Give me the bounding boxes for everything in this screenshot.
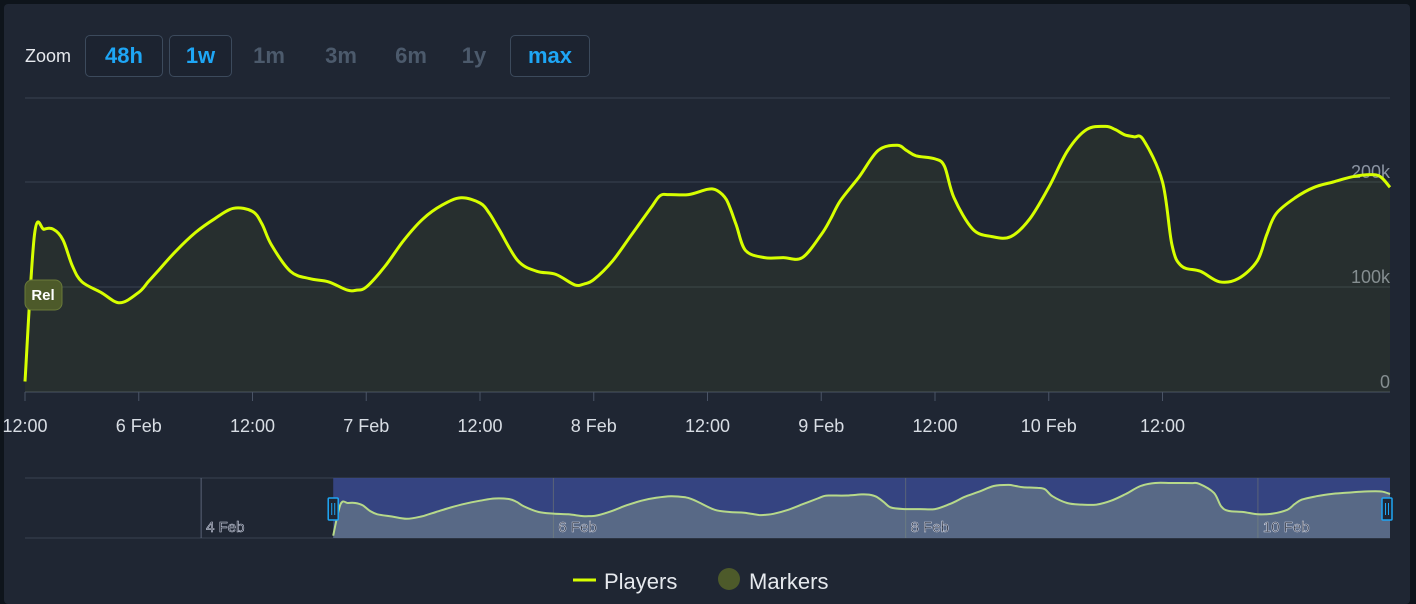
navigator-label: 10 Feb <box>1263 519 1310 536</box>
zoom-1m-button[interactable]: 1m <box>253 43 285 68</box>
marker-badge <box>24 279 63 311</box>
navigator-label: 6 Feb <box>558 519 596 536</box>
x-tick-label: 12:00 <box>230 416 275 436</box>
legend-item-markers[interactable]: Markers <box>718 568 828 594</box>
x-tick-label: 6 Feb <box>116 416 162 436</box>
navigator-selection <box>333 478 1390 538</box>
zoom-label: Zoom <box>25 46 72 66</box>
handle-box <box>327 497 339 521</box>
x-tick-label: 7 Feb <box>343 416 389 436</box>
zoom-48h-button[interactable]: 48h <box>85 35 163 77</box>
players-area <box>25 126 1390 392</box>
legend-markers-swatch <box>718 568 740 590</box>
legend-players-label: Players <box>604 569 677 594</box>
x-tick-label: 9 Feb <box>798 416 844 436</box>
x-tick-label: 8 Feb <box>571 416 617 436</box>
legend-item-players[interactable]: Players <box>573 569 677 594</box>
zoom-3m-button[interactable]: 3m <box>325 43 357 68</box>
navigator-line <box>332 481 1391 536</box>
marker-label: Rel <box>31 287 54 304</box>
x-tick-label: 10 Feb <box>1021 416 1077 436</box>
navigator-handle-left[interactable] <box>327 497 339 521</box>
x-tick-label: 12:00 <box>912 416 957 436</box>
x-tick-label: 12:00 <box>1140 416 1185 436</box>
legend-markers-label: Markers <box>749 569 828 594</box>
handle-box <box>1381 497 1393 521</box>
navigator-area <box>333 482 1391 538</box>
legend: Players Markers <box>573 568 828 594</box>
zoom-1w-button[interactable]: 1w <box>169 35 232 77</box>
x-tick-label: 12:00 <box>2 416 47 436</box>
navigator-label: 4 Feb <box>206 519 244 536</box>
y-tick-label: 100k <box>1351 267 1391 287</box>
x-tick-label: 12:00 <box>685 416 730 436</box>
y-tick-label: 0 <box>1380 372 1390 392</box>
zoom-max-button[interactable]: max <box>510 35 590 77</box>
navigator-label: 8 Feb <box>911 519 949 536</box>
zoom-1y-button[interactable]: 1y <box>461 43 487 68</box>
marker-rel: Rel <box>24 279 63 311</box>
players-line <box>23 124 1392 382</box>
navigator-handle-right[interactable] <box>1381 497 1393 521</box>
zoom-6m-button[interactable]: 6m <box>395 43 427 68</box>
x-tick-label: 12:00 <box>457 416 502 436</box>
